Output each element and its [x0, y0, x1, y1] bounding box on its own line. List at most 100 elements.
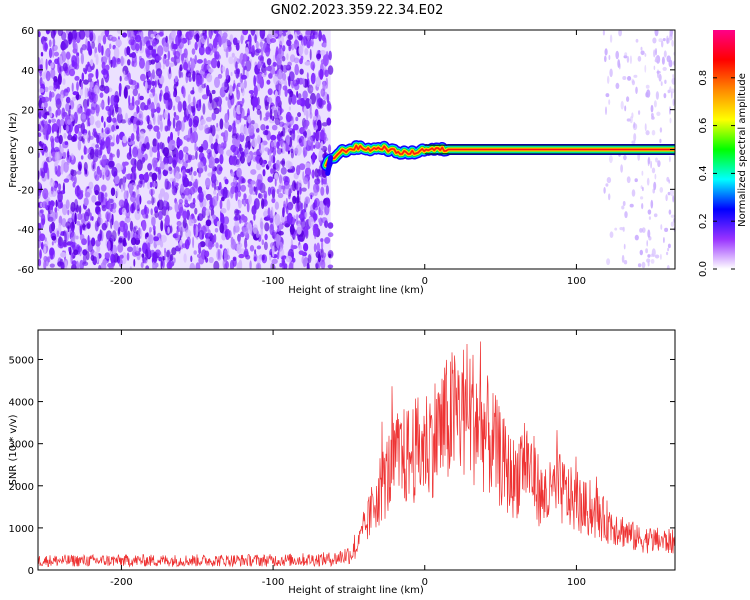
noise-speck	[147, 71, 152, 77]
noise-speck	[164, 249, 167, 261]
noise-speck	[95, 144, 99, 149]
noise-speck	[129, 220, 134, 232]
noise-speck	[278, 79, 286, 85]
noise-speck	[219, 118, 224, 130]
noise-speck	[319, 68, 324, 80]
noise-speck	[203, 33, 208, 40]
noise-speck	[65, 221, 71, 229]
noise-speck	[54, 51, 59, 57]
noise-speck	[78, 30, 86, 40]
noise-speck	[94, 46, 98, 54]
noise-speck	[141, 146, 145, 155]
noise-speck	[245, 47, 249, 56]
noise-speck	[86, 98, 90, 107]
faint-speck	[671, 77, 675, 85]
noise-speck	[71, 82, 74, 93]
noise-speck	[223, 140, 227, 149]
noise-speck	[297, 190, 300, 197]
faint-speck	[631, 78, 634, 83]
faint-speck	[641, 227, 646, 233]
faint-speck	[627, 76, 632, 81]
noise-speck	[169, 254, 174, 262]
noise-speck	[306, 108, 310, 119]
noise-speck	[80, 122, 86, 134]
noise-speck	[211, 89, 216, 95]
noise-speck	[219, 244, 223, 249]
faint-speck	[615, 50, 619, 60]
noise-speck	[135, 188, 138, 197]
noise-speck	[320, 186, 325, 196]
noise-speck	[107, 240, 111, 252]
noise-speck	[255, 40, 259, 50]
noise-speck	[213, 30, 217, 34]
noise-speck	[131, 95, 135, 107]
noise-speck	[71, 174, 75, 182]
faint-speck	[614, 227, 618, 231]
noise-speck	[45, 70, 51, 82]
faint-speck	[607, 75, 610, 84]
noise-speck	[285, 255, 292, 263]
noise-speck	[224, 130, 228, 143]
noise-speck	[116, 148, 120, 159]
noise-speck	[90, 255, 95, 261]
noise-speck	[178, 67, 182, 79]
noise-speck	[48, 151, 52, 163]
noise-speck	[49, 111, 53, 118]
noise-speck	[179, 239, 183, 246]
noise-speck	[195, 225, 199, 237]
faint-speck	[648, 216, 652, 220]
noise-speck	[38, 56, 41, 67]
noise-speck	[40, 51, 44, 57]
colorbar-tick-label: 0.6	[698, 118, 709, 134]
noise-speck	[272, 147, 277, 157]
noise-speck	[38, 202, 41, 208]
noise-speck	[136, 246, 139, 254]
noise-speck	[110, 36, 117, 42]
faint-speck	[669, 33, 673, 41]
noise-speck	[44, 42, 49, 51]
noise-speck	[213, 260, 220, 269]
noise-speck	[159, 120, 163, 132]
noise-speck	[168, 166, 172, 172]
faint-speck	[604, 48, 608, 56]
faint-speck	[618, 30, 622, 37]
noise-speck	[95, 121, 99, 126]
noise-speck	[160, 220, 164, 232]
noise-speck	[254, 34, 257, 44]
noise-speck	[294, 147, 299, 155]
noise-speck	[48, 190, 54, 198]
noise-speck	[138, 227, 141, 236]
noise-speck	[276, 147, 282, 155]
noise-speck	[145, 265, 150, 269]
spectrogram-y-tick-label: -20	[18, 185, 34, 196]
noise-speck	[326, 93, 330, 104]
noise-speck	[202, 103, 206, 115]
noise-speck	[281, 55, 286, 62]
noise-speck	[184, 187, 191, 196]
noise-speck	[230, 71, 233, 77]
noise-speck	[290, 148, 294, 154]
noise-speck	[244, 146, 249, 153]
noise-speck	[38, 258, 42, 267]
noise-speck	[166, 261, 173, 269]
noise-speck	[238, 253, 245, 259]
noise-speck	[250, 169, 257, 175]
noise-speck	[271, 124, 278, 131]
faint-speck	[664, 79, 667, 85]
noise-speck	[267, 207, 271, 217]
noise-speck	[65, 199, 70, 210]
noise-speck	[227, 41, 232, 51]
faint-speck	[615, 82, 620, 89]
snr-y-tick-label: 3000	[9, 440, 34, 451]
faint-speck	[669, 117, 672, 124]
noise-speck	[62, 39, 69, 49]
noise-speck	[186, 137, 191, 143]
faint-speck	[608, 193, 611, 201]
noise-speck	[134, 100, 140, 106]
noise-speck	[93, 131, 98, 138]
noise-speck	[210, 143, 214, 150]
noise-speck	[99, 132, 106, 138]
noise-speck	[145, 248, 149, 261]
noise-speck	[131, 60, 135, 67]
